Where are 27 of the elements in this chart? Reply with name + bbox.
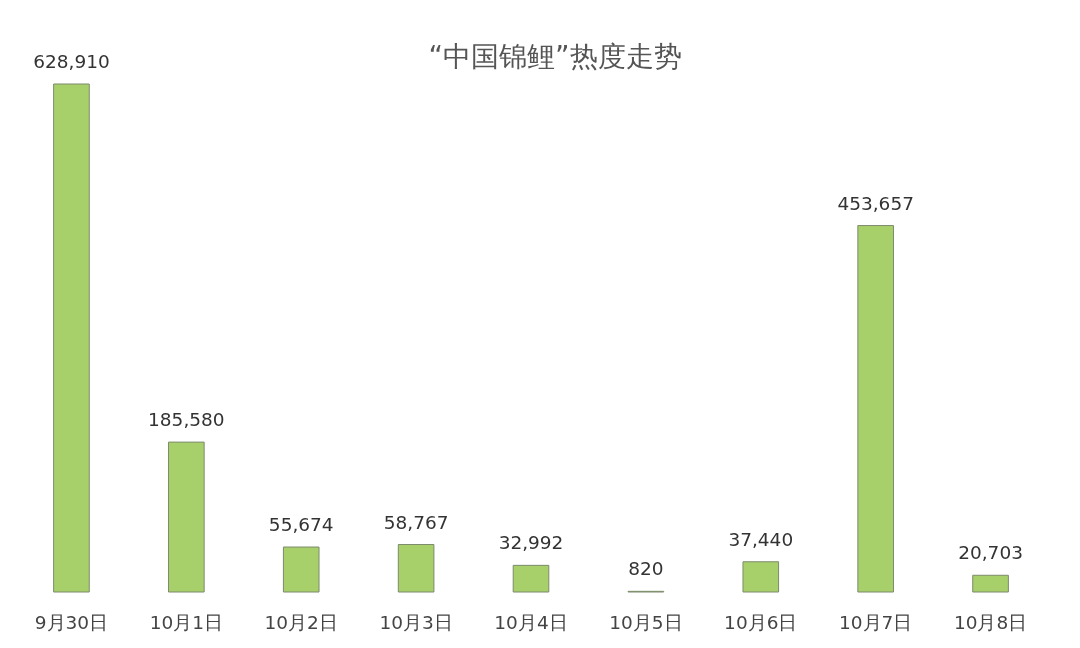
- bar: [168, 441, 205, 593]
- bar: [53, 83, 90, 593]
- x-tick-label: 10月7日: [839, 611, 913, 633]
- chart-title: “中国锦鲤”热度走势: [428, 40, 682, 73]
- data-label: 820: [628, 558, 664, 580]
- x-tick-label: 10月2日: [264, 611, 338, 633]
- bar: [282, 546, 320, 593]
- x-tick-label: 10月4日: [494, 611, 568, 633]
- x-tick-label: 10月8日: [953, 611, 1028, 633]
- data-label: 37,440: [728, 528, 794, 550]
- x-tick-label: 10月6日: [724, 611, 798, 633]
- data-label: 453,657: [837, 192, 914, 214]
- data-label: 58,767: [383, 511, 449, 533]
- x-tick-label: 10月3日: [379, 611, 453, 633]
- x-tick-label: 9月30日: [34, 611, 109, 633]
- data-label: 185,580: [148, 409, 225, 431]
- data-label: 55,674: [268, 514, 334, 536]
- bar: [857, 225, 894, 593]
- data-label: 20,703: [958, 542, 1023, 564]
- bar: [512, 564, 550, 593]
- data-label: 32,992: [498, 532, 564, 554]
- x-tick-label: 10月1日: [149, 611, 223, 633]
- bar: [972, 574, 1009, 593]
- data-label: 628,910: [33, 51, 110, 72]
- bar: [397, 544, 435, 593]
- bar: [742, 561, 780, 593]
- x-tick-label: 10月5日: [609, 611, 683, 633]
